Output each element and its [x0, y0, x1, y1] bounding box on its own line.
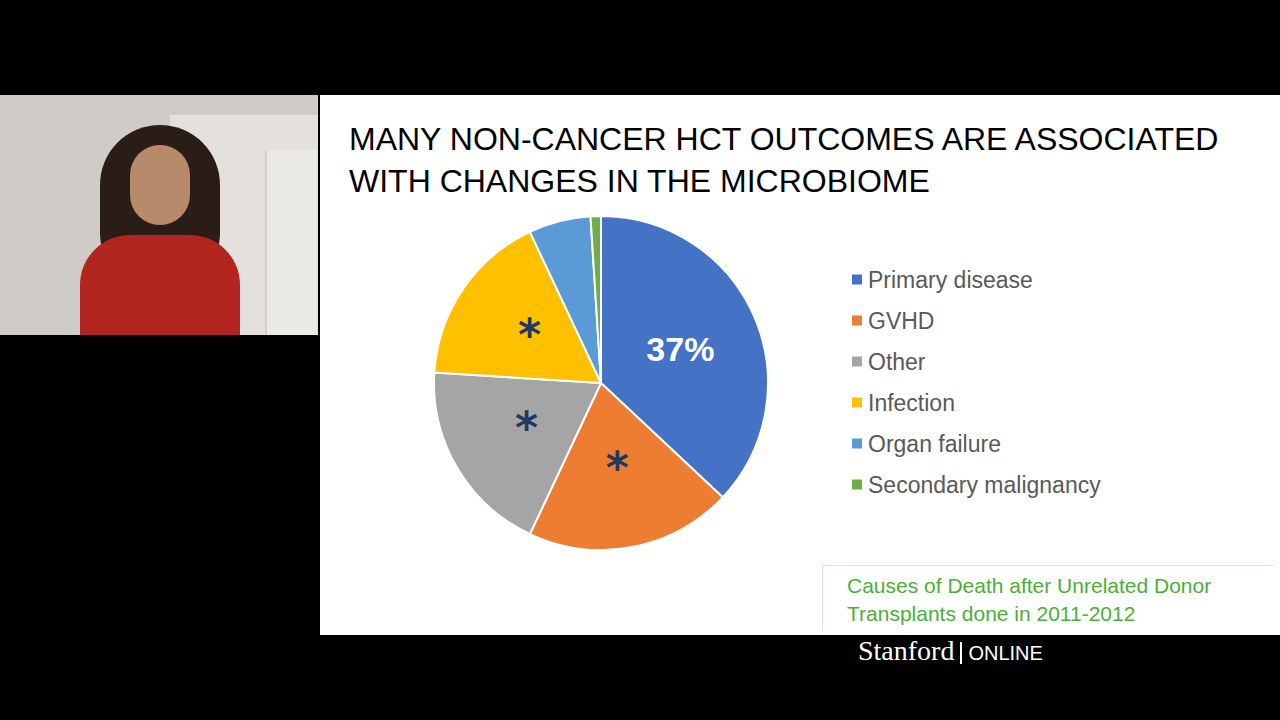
svg-text:37%: 37% [646, 330, 714, 368]
html-text:Causes of Death after Unrelate: Causes of Death after Unrelated Donor Tr… [847, 574, 1212, 625]
svg-text:Organ failure: Organ failure [868, 431, 1001, 457]
svg-text:WITH CHANGES IN THE MICROBIOME: WITH CHANGES IN THE MICROBIOME [349, 163, 930, 199]
svg-text:GVHD: GVHD [868, 308, 934, 334]
svg-text:Secondary malignancy: Secondary malignancy [868, 472, 1101, 498]
svg-text:Other: Other [868, 349, 926, 375]
svg-text:Infection: Infection [868, 390, 955, 416]
svg-text:MANY NON-CANCER HCT OUTCOMES A: MANY NON-CANCER HCT OUTCOMES ARE ASSOCIA… [349, 121, 1227, 157]
svg-text:Primary disease: Primary disease [868, 267, 1033, 293]
svg-text:*: * [606, 442, 629, 493]
html-text:ONLINE: ONLINE [968, 642, 1043, 664]
svg-text:*: * [515, 402, 538, 453]
svg-text:*: * [518, 309, 541, 360]
html-text:Stanford: Stanford [858, 635, 955, 666]
